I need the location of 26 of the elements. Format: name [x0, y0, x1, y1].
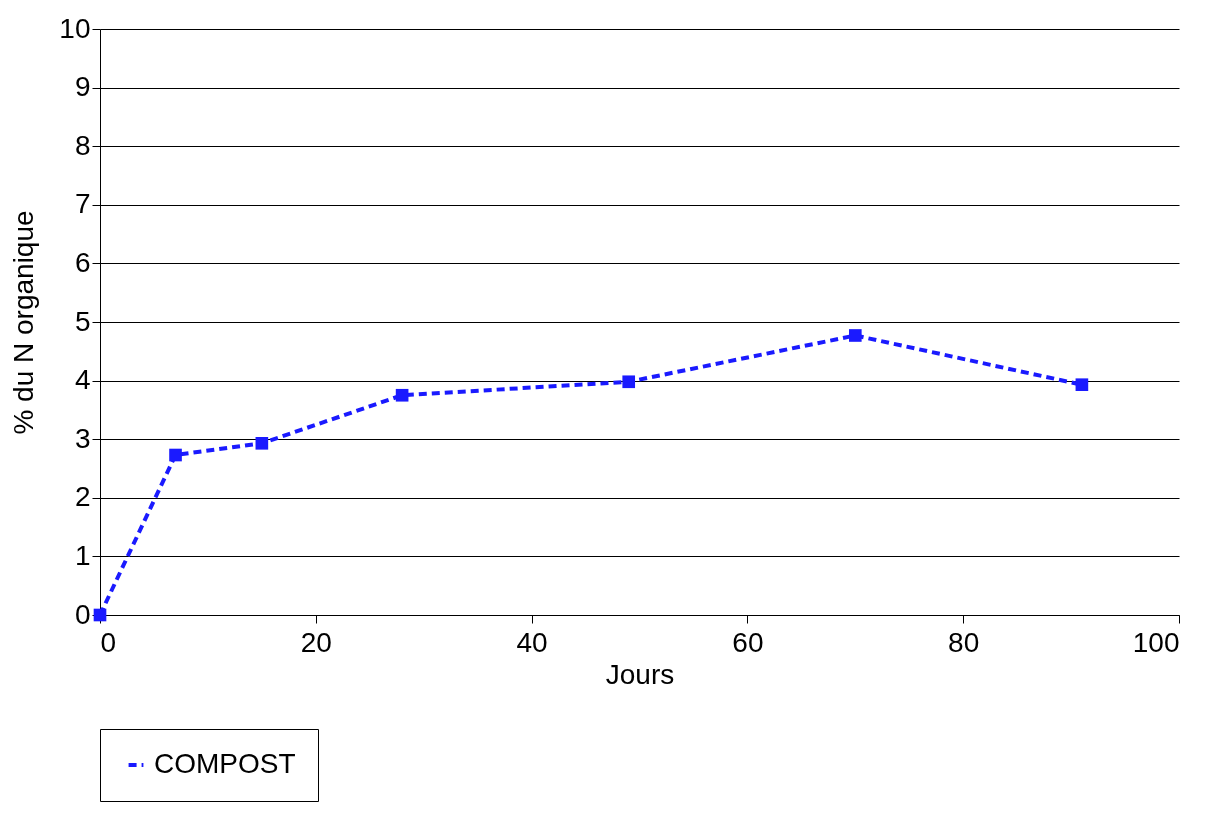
- y-tick-label: 0: [74, 598, 91, 630]
- y-tick-label: 3: [74, 422, 91, 454]
- x-axis-title: Jours: [605, 658, 675, 690]
- x-tick-label: 80: [948, 626, 980, 658]
- point: [1075, 378, 1089, 392]
- x-tick-label: 100: [1132, 626, 1180, 658]
- x-tick-label: 40: [516, 626, 548, 658]
- legend-label: COMPOST: [154, 748, 296, 779]
- point: [622, 375, 636, 389]
- y-tick-label: 9: [74, 71, 91, 103]
- x-tick-label: 60: [732, 626, 764, 658]
- point: [255, 436, 269, 450]
- y-tick-label: 4: [74, 364, 91, 396]
- y-tick-label: 1: [74, 539, 91, 571]
- point: [169, 448, 182, 462]
- y-tick-label: 5: [74, 305, 91, 337]
- y-tick-label: 2: [74, 481, 91, 513]
- y-axis-title: % du N organique: [8, 210, 40, 435]
- x-tick-label: 0: [100, 626, 117, 658]
- y-tick-label: 7: [74, 188, 91, 220]
- point: [848, 329, 862, 342]
- y-tick-label: 10: [59, 12, 91, 44]
- y-tick-label: 6: [74, 246, 91, 278]
- point: [395, 388, 409, 402]
- x-tick-label: 20: [300, 626, 332, 658]
- y-tick-label: 8: [74, 129, 91, 161]
